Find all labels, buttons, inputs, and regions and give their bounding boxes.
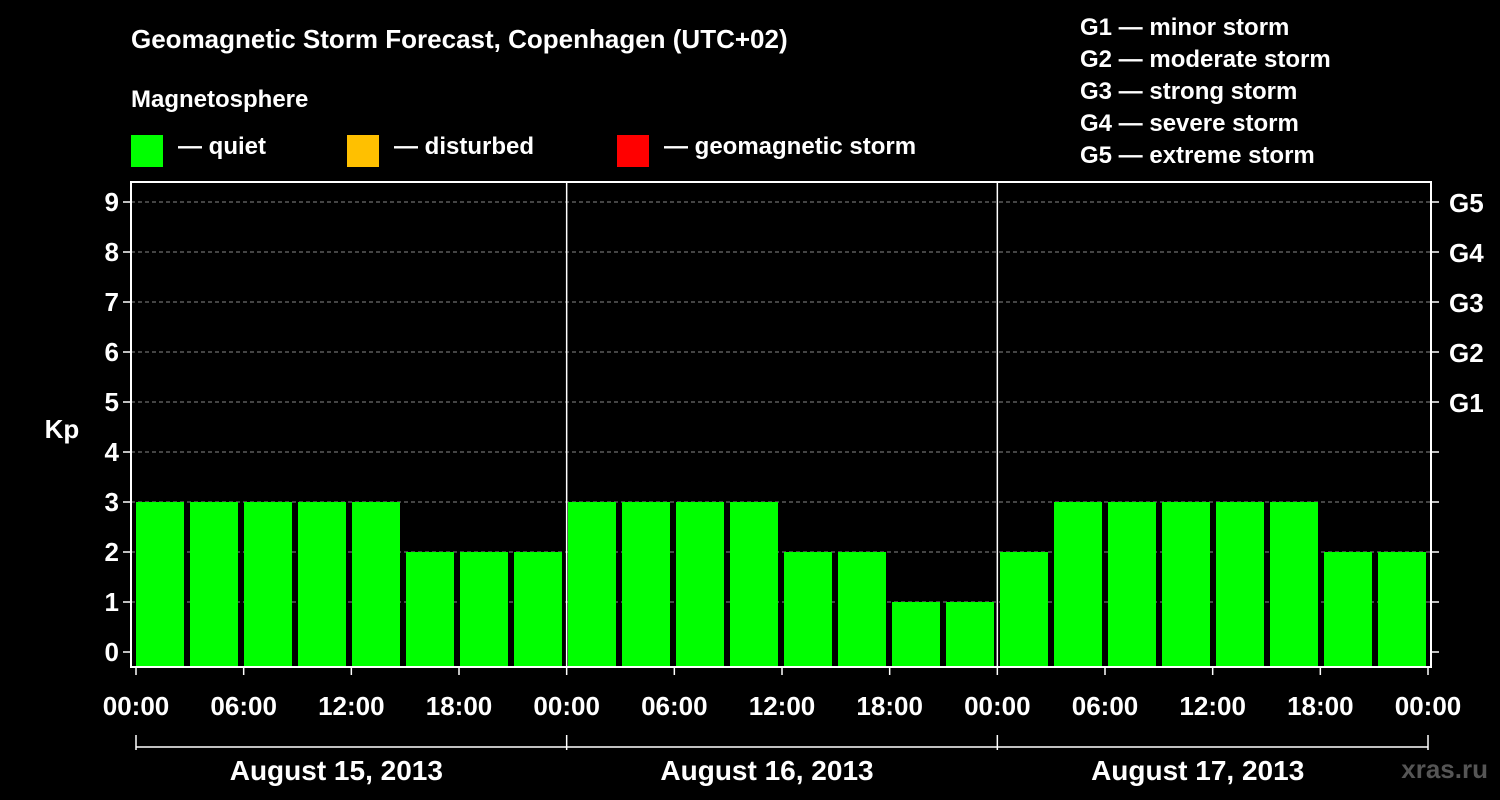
x-tick-label: 18:00	[856, 691, 923, 721]
right-axis-label: G1	[1449, 388, 1484, 418]
date-label: August 15, 2013	[230, 755, 443, 786]
kp-bar	[1216, 502, 1264, 667]
x-tick-label: 00:00	[1395, 691, 1462, 721]
kp-bar	[1000, 552, 1048, 667]
storm-level-g5: G5 — extreme storm	[1080, 142, 1315, 169]
kp-bar	[244, 502, 292, 667]
y-tick-label: 3	[105, 487, 119, 517]
kp-bar	[730, 502, 778, 667]
chart-title: Geomagnetic Storm Forecast, Copenhagen (…	[131, 24, 788, 54]
kp-bar	[1270, 502, 1318, 667]
kp-bar	[406, 552, 454, 667]
y-axis-label: Kp	[45, 414, 80, 444]
legend-label-quiet: — quiet	[178, 133, 266, 160]
kp-bar	[892, 602, 940, 667]
x-tick-label: 18:00	[426, 691, 493, 721]
storm-level-g3: G3 — strong storm	[1080, 78, 1298, 105]
kp-bar	[1324, 552, 1372, 667]
x-tick-label: 00:00	[964, 691, 1031, 721]
magnetosphere-label: Magnetosphere	[131, 86, 309, 113]
y-tick-label: 6	[105, 337, 119, 367]
storm-level-g1: G1 — minor storm	[1080, 14, 1290, 41]
kp-bar	[676, 502, 724, 667]
y-tick-label: 0	[105, 637, 119, 667]
kp-bar	[514, 552, 562, 667]
kp-bar	[190, 502, 238, 667]
legend-swatch-quiet	[131, 135, 163, 167]
brand-watermark: xras.ru	[1401, 754, 1488, 784]
y-tick-label: 7	[105, 287, 119, 317]
kp-bar	[622, 502, 670, 667]
kp-bar	[838, 552, 886, 667]
storm-level-g2: G2 — moderate storm	[1080, 46, 1331, 73]
y-tick-label: 4	[105, 437, 120, 467]
storm-level-g4: G4 — severe storm	[1080, 110, 1299, 137]
kp-bar	[1378, 552, 1426, 667]
y-tick-label: 5	[105, 387, 119, 417]
x-tick-label: 00:00	[103, 691, 170, 721]
y-tick-label: 1	[105, 587, 119, 617]
right-axis-label: G2	[1449, 338, 1484, 368]
date-label: August 17, 2013	[1091, 755, 1304, 786]
kp-bar	[568, 502, 616, 667]
legend-label-disturbed: — disturbed	[394, 133, 535, 160]
kp-bar	[1108, 502, 1156, 667]
kp-bar	[1162, 502, 1210, 667]
x-tick-label: 06:00	[641, 691, 708, 721]
kp-bar	[784, 552, 832, 667]
x-tick-label: 18:00	[1287, 691, 1354, 721]
date-label: August 16, 2013	[660, 755, 873, 786]
right-axis-label: G4	[1449, 238, 1484, 268]
kp-bar	[460, 552, 508, 667]
kp-bar	[1054, 502, 1102, 667]
y-tick-label: 9	[105, 187, 119, 217]
x-tick-label: 06:00	[1072, 691, 1139, 721]
x-tick-label: 12:00	[749, 691, 816, 721]
plot-frame	[130, 181, 1432, 668]
x-tick-label: 12:00	[1179, 691, 1246, 721]
kp-bar	[946, 602, 994, 667]
right-axis-label: G3	[1449, 288, 1484, 318]
kp-bar	[298, 502, 346, 667]
legend-swatch-storm	[617, 135, 649, 167]
right-axis-label: G5	[1449, 188, 1484, 218]
x-tick-label: 12:00	[318, 691, 385, 721]
legend-label-storm: — geomagnetic storm	[664, 133, 917, 160]
kp-bar	[352, 502, 400, 667]
y-tick-label: 8	[105, 237, 119, 267]
y-tick-label: 2	[105, 537, 119, 567]
x-tick-label: 00:00	[533, 691, 600, 721]
x-tick-label: 06:00	[210, 691, 277, 721]
kp-bar	[136, 502, 184, 667]
legend-swatch-disturbed	[347, 135, 379, 167]
